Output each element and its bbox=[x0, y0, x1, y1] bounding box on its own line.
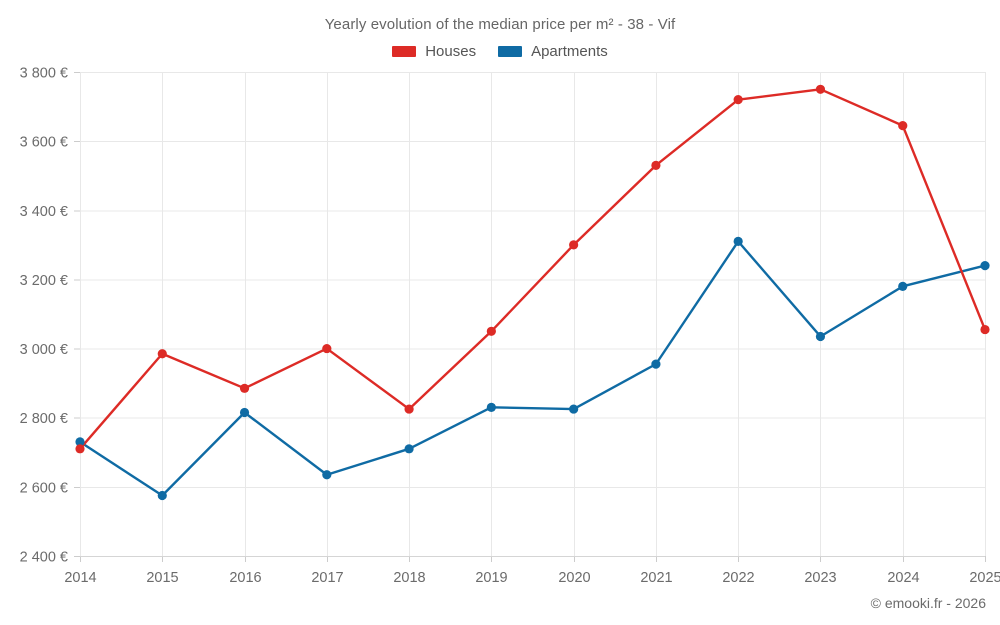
data-point-houses[interactable] bbox=[569, 240, 579, 250]
y-axis-tick-label: 3 400 € bbox=[20, 204, 68, 220]
copyright-credit: © emooki.fr - 2026 bbox=[870, 595, 986, 611]
y-axis-tick-label: 3 800 € bbox=[20, 66, 68, 82]
y-axis-tick-label: 2 600 € bbox=[20, 480, 68, 496]
data-point-houses[interactable] bbox=[239, 383, 250, 393]
data-point-houses[interactable] bbox=[404, 404, 414, 414]
legend-swatch-apartments bbox=[498, 46, 523, 57]
data-point-apartments[interactable] bbox=[322, 470, 332, 480]
data-point-apartments[interactable] bbox=[157, 490, 167, 501]
data-point-houses[interactable] bbox=[980, 324, 990, 335]
data-point-houses[interactable] bbox=[651, 160, 661, 170]
chart-title: Yearly evolution of the median price per… bbox=[324, 16, 676, 33]
chart-legend: Houses Apartments bbox=[0, 44, 1000, 59]
data-point-houses[interactable] bbox=[815, 84, 826, 94]
data-point-apartments[interactable] bbox=[75, 437, 85, 447]
data-point-apartments[interactable] bbox=[898, 281, 908, 291]
data-point-apartments[interactable] bbox=[651, 359, 661, 369]
data-point-houses[interactable] bbox=[75, 444, 85, 454]
x-axis-tick-label: 2024 bbox=[887, 570, 919, 586]
series-line-houses bbox=[78, 88, 987, 451]
data-point-houses[interactable] bbox=[733, 95, 743, 105]
y-axis-tick-label: 3 200 € bbox=[20, 273, 68, 289]
x-axis-tick-label: 2022 bbox=[722, 570, 754, 586]
data-point-houses[interactable] bbox=[157, 349, 167, 359]
x-axis-tick-label: 2025 bbox=[969, 570, 1000, 586]
legend-item-apartments[interactable]: Apartments bbox=[498, 44, 608, 59]
x-axis-tick-label: 2014 bbox=[64, 570, 96, 586]
x-axis-tick-label: 2021 bbox=[640, 570, 672, 586]
x-axis-tick-label: 2015 bbox=[146, 570, 178, 586]
data-point-apartments[interactable] bbox=[980, 261, 990, 271]
data-point-houses[interactable] bbox=[322, 343, 332, 354]
data-point-houses[interactable] bbox=[898, 120, 908, 131]
data-point-apartments[interactable] bbox=[733, 236, 743, 246]
x-axis-tick-label: 2017 bbox=[311, 570, 343, 586]
series-line-apartments bbox=[78, 240, 987, 497]
x-axis-tick-label: 2019 bbox=[475, 570, 507, 586]
legend-swatch-houses bbox=[392, 46, 417, 57]
data-point-apartments[interactable] bbox=[404, 444, 414, 454]
x-axis-tick-label: 2023 bbox=[804, 570, 836, 586]
data-point-apartments[interactable] bbox=[815, 331, 826, 342]
x-axis-tick-label: 2018 bbox=[393, 570, 425, 586]
legend-label-apartments: Apartments bbox=[531, 43, 608, 60]
data-point-apartments[interactable] bbox=[239, 407, 250, 418]
legend-item-houses[interactable]: Houses bbox=[392, 44, 476, 59]
y-axis-tick-label: 2 800 € bbox=[20, 411, 68, 427]
data-point-apartments[interactable] bbox=[569, 404, 579, 414]
data-point-houses[interactable] bbox=[486, 326, 496, 336]
y-axis-tick-label: 3 600 € bbox=[20, 135, 68, 151]
legend-label-houses: Houses bbox=[425, 43, 477, 60]
x-axis-tick-label: 2016 bbox=[229, 570, 261, 586]
y-axis-tick-label: 2 400 € bbox=[20, 550, 68, 566]
y-axis-tick-label: 3 000 € bbox=[20, 342, 68, 358]
x-axis-tick-label: 2020 bbox=[558, 570, 590, 586]
data-point-apartments[interactable] bbox=[486, 402, 496, 412]
